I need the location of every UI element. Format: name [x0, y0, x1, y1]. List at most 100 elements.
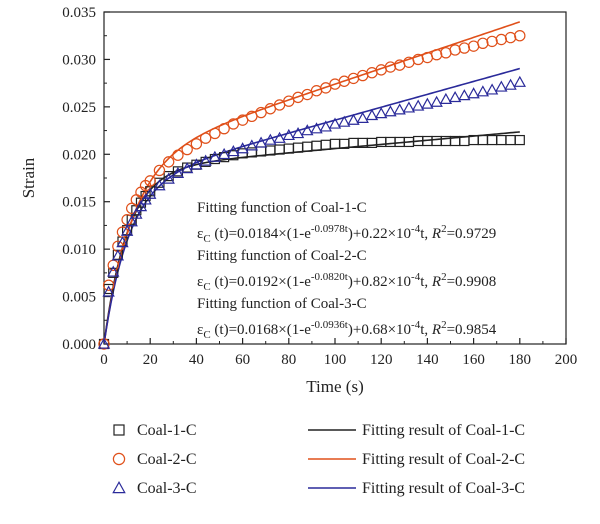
data-point-coal-3-c [162, 172, 175, 184]
data-point-coal-3-c [485, 83, 499, 95]
legend-marker-coal-3-c [112, 481, 126, 494]
data-point-coal-3-c [365, 108, 379, 121]
data-point-coal-3-c [310, 122, 323, 134]
data-point-coal-3-c [282, 128, 295, 141]
data-point-coal-1-c [108, 267, 119, 278]
data-point-coal-3-c [338, 115, 351, 127]
data-point-coal-2-c [430, 48, 443, 61]
x-tick-label: 80 [281, 352, 296, 368]
data-point-coal-3-c [120, 224, 134, 236]
y-tick-label: 0.020 [62, 147, 96, 163]
legend-label-coal-1-c: Coal-1-C [137, 422, 197, 439]
data-point-coal-2-c [153, 164, 166, 177]
y-tick-label: 0.000 [62, 337, 96, 353]
x-tick-label: 160 [462, 352, 485, 368]
data-point-coal-1-c [385, 136, 396, 148]
y-tick-label: 0.035 [62, 5, 96, 21]
y-tick-label: 0.010 [62, 242, 96, 258]
y-tick-label: 0.015 [62, 195, 96, 211]
x-tick-label: 200 [555, 352, 578, 368]
data-point-coal-3-c [384, 105, 397, 117]
x-tick-label: 40 [189, 352, 204, 368]
legend-label-coal-3-c: Coal-3-C [137, 480, 197, 497]
data-point-coal-1-c [329, 138, 341, 149]
fit-annotations: Fitting function of Coal-1-C εC (t)=0.018… [197, 200, 497, 341]
data-point-coal-1-c [514, 134, 525, 146]
data-point-coal-3-c [264, 133, 277, 145]
data-point-coal-3-c [347, 113, 360, 125]
data-point-coal-3-c [402, 101, 416, 113]
data-point-coal-1-c [302, 141, 313, 152]
data-point-coal-3-c [134, 200, 148, 212]
data-point-coal-3-c [116, 236, 129, 248]
data-point-coal-2-c [477, 37, 489, 50]
data-point-coal-3-c [125, 215, 138, 227]
legend: Coal-1-C Coal-2-C Coal-3-C Fitting result o… [112, 422, 525, 497]
data-point-coal-3-c [467, 87, 480, 99]
data-point-coal-2-c [172, 149, 184, 161]
data-point-coal-3-c [439, 92, 453, 105]
data-point-coal-2-c [421, 51, 434, 64]
fit-function-title: Fitting function of Coal-1-C [197, 200, 367, 216]
legend-marker-coal-2-c [112, 452, 126, 466]
fit-function-equation: εC (t)=0.0184×(1-e-0.0978t)+0.22×10-4t, … [197, 223, 496, 245]
fit-function-equation: εC (t)=0.0168×(1-e-0.0936t)+0.68×10-4t, … [197, 319, 497, 341]
legend-label-fit-1: Fitting result of Coal-1-C [362, 422, 525, 439]
data-point-coal-3-c [245, 139, 259, 151]
axes: 0 20 40 60 80 100 120 140 160 180 200 0.000 0.005 0.0… [19, 5, 577, 396]
data-point-coal-3-c [190, 158, 203, 170]
data-point-coal-2-c [495, 33, 508, 46]
data-point-coal-3-c [236, 142, 249, 154]
data-point-coal-3-c [144, 187, 157, 199]
data-point-coal-3-c [301, 124, 314, 136]
data-point-coal-1-c [431, 135, 442, 147]
data-point-coal-3-c [448, 90, 462, 103]
data-point-coal-3-c [291, 127, 305, 139]
data-point-coal-1-c [486, 134, 498, 146]
y-tick-label: 0.005 [62, 290, 96, 306]
data-point-coal-3-c [139, 193, 152, 205]
fit-function-title: Fitting function of Coal-2-C [197, 248, 367, 264]
legend-label-fit-2: Fitting result of Coal-2-C [362, 451, 525, 468]
data-point-coal-3-c [180, 162, 194, 174]
data-point-coal-3-c [430, 95, 443, 107]
x-tick-label: 100 [324, 352, 347, 368]
data-point-coal-1-c [496, 134, 507, 146]
data-point-coal-3-c [495, 80, 508, 92]
data-point-coal-3-c [513, 75, 526, 87]
data-point-coal-3-c [356, 111, 369, 123]
y-axis-label: Strain [19, 157, 38, 198]
data-point-coal-1-c [311, 140, 322, 151]
data-point-coal-3-c [476, 85, 490, 97]
data-point-coal-2-c [102, 279, 115, 291]
data-point-coal-2-c [190, 138, 203, 150]
data-point-coal-3-c [199, 154, 212, 166]
data-point-coal-3-c [227, 145, 240, 157]
data-point-coal-3-c [421, 97, 434, 109]
data-point-coal-2-c [440, 47, 452, 59]
data-point-coal-1-c [320, 139, 331, 150]
legend-marker-coal-1-c [113, 424, 125, 436]
data-point-coal-3-c [97, 337, 111, 349]
legend-label-coal-2-c: Coal-2-C [137, 451, 197, 468]
data-point-coal-3-c [375, 107, 388, 119]
x-tick-label: 0 [100, 352, 108, 368]
data-point-coal-3-c [217, 147, 231, 160]
data-point-coal-3-c [208, 150, 222, 162]
data-point-coal-1-c [505, 134, 516, 146]
data-point-coal-2-c [458, 42, 471, 54]
data-point-coal-3-c [107, 265, 120, 277]
legend-label-fit-3: Fitting result of Coal-3-C [362, 480, 525, 497]
x-tick-label: 140 [416, 352, 439, 368]
x-tick-label: 20 [143, 352, 158, 368]
data-point-coal-2-c [181, 143, 193, 156]
data-point-coal-3-c [102, 285, 115, 297]
data-point-coal-3-c [273, 131, 286, 143]
data-point-coal-2-c [162, 156, 175, 168]
y-tick-label: 0.030 [62, 52, 96, 68]
x-axis-label: Time (s) [306, 377, 363, 396]
x-tick-label: 180 [509, 352, 532, 368]
fit-function-title: Fitting function of Coal-3-C [197, 296, 367, 312]
data-point-coal-2-c [504, 31, 517, 44]
data-point-coal-3-c [504, 78, 517, 90]
